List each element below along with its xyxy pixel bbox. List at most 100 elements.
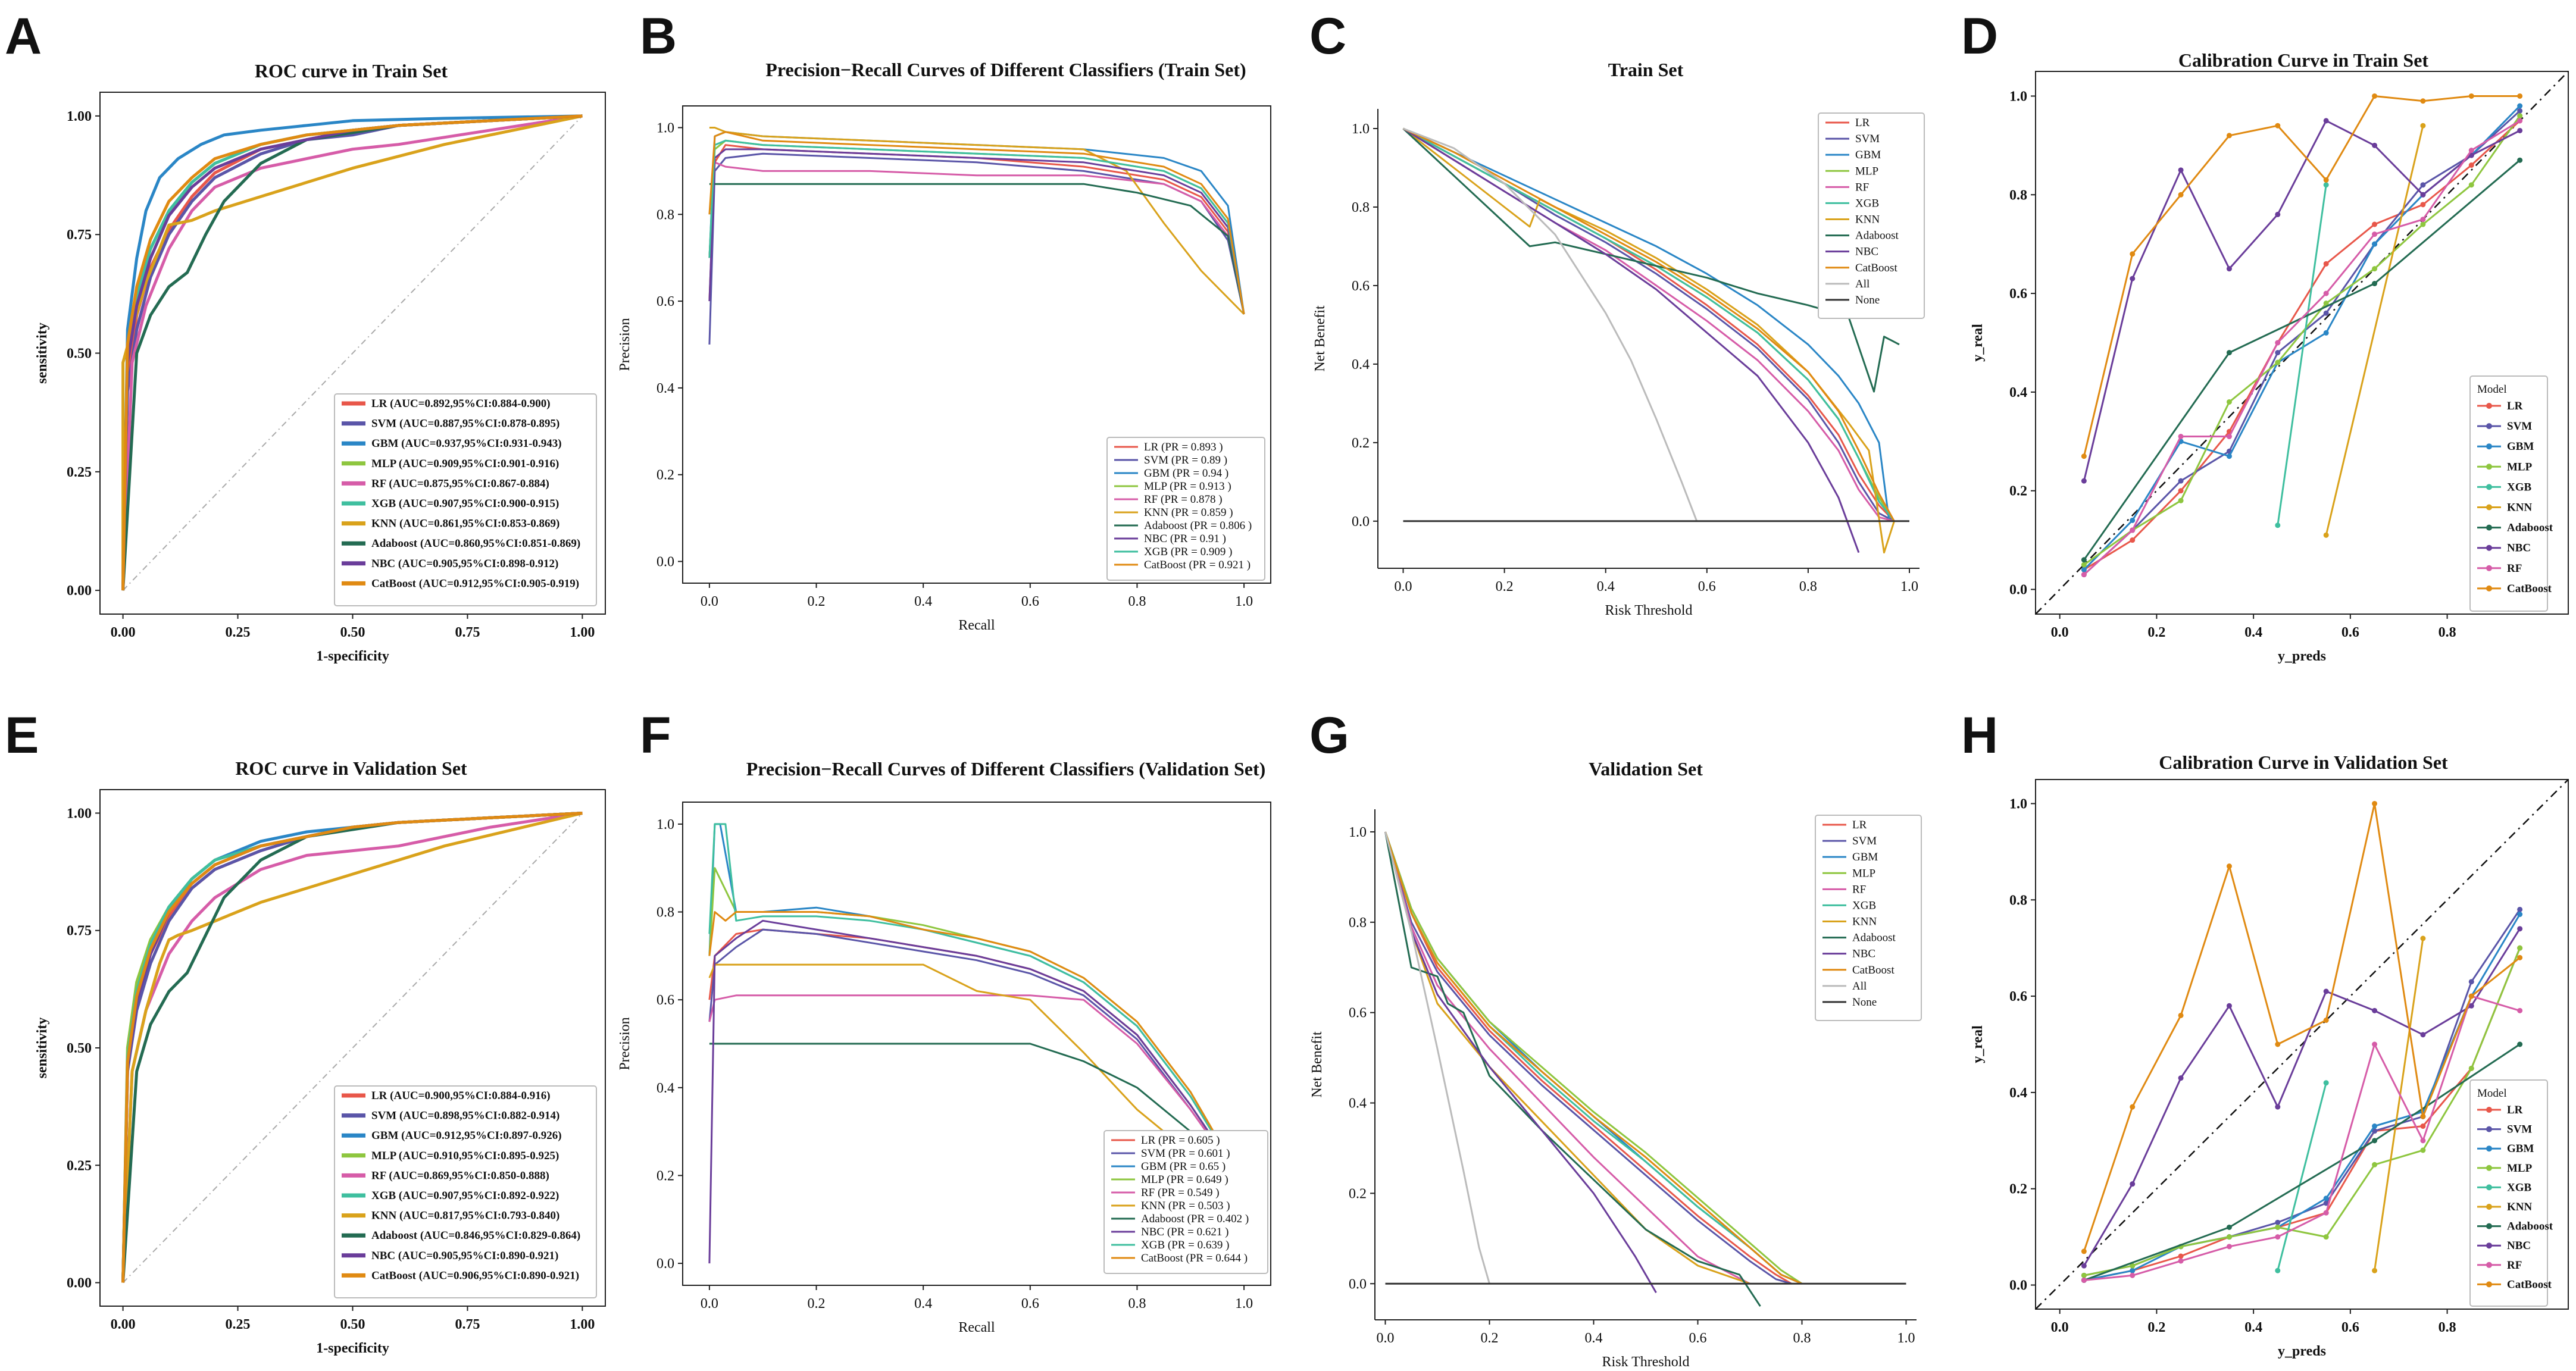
- legend-marker: [2486, 524, 2492, 531]
- y-tick-label: 1.0: [2009, 796, 2027, 812]
- point-nbc: [2226, 1003, 2232, 1009]
- point-nbc: [2517, 127, 2523, 133]
- legend-entry: Adaboost (PR = 0.402 ): [1141, 1213, 1249, 1225]
- legend-entry: RF (PR = 0.549 ): [1141, 1187, 1220, 1199]
- point-mlp: [2372, 266, 2378, 272]
- x-tick-label: 1.00: [570, 625, 595, 640]
- legend-entry: MLP (PR = 0.913 ): [1144, 480, 1231, 493]
- series-rf: [2084, 995, 2521, 1281]
- y-tick-label: 1.0: [656, 817, 674, 832]
- x-tick-label: 0.6: [1689, 1331, 1707, 1346]
- series-knn: [2325, 125, 2424, 536]
- series-gbm: [1384, 831, 1803, 1285]
- legend-box: [2469, 1079, 2548, 1307]
- chance-line: [122, 812, 583, 1284]
- legend-box: [334, 1085, 597, 1298]
- point-knn: [2323, 532, 2329, 538]
- point-nbc: [2130, 1181, 2136, 1187]
- chance-line: [122, 115, 583, 591]
- point-nbc: [2323, 118, 2329, 124]
- x-tick-label: 0.6: [1698, 579, 1716, 594]
- panel-letter: F: [640, 707, 671, 764]
- legend-entry: SVM: [1852, 835, 1877, 847]
- legend-entry: KNN: [1852, 916, 1877, 928]
- point-catboost: [2420, 98, 2426, 104]
- point-rf: [2226, 434, 2232, 440]
- point-lr: [2420, 202, 2426, 208]
- y-tick-label: 0.2: [1349, 1186, 1367, 1201]
- legend-entry: NBC: [1855, 246, 1878, 258]
- panel-letter: A: [5, 8, 42, 65]
- series-xgb: [708, 139, 1245, 315]
- series-adaboost: [709, 1043, 1245, 1185]
- legend-entry: LR (AUC=0.892,95%CI:0.884-0.900): [371, 397, 551, 410]
- point-mlp: [2081, 562, 2087, 568]
- point-mlp: [2323, 1234, 2329, 1240]
- x-tick-label: 1.0: [1235, 594, 1253, 609]
- legend-entry: SVM: [2507, 420, 2532, 433]
- x-axis-label: Risk Threshold: [1602, 1354, 1690, 1370]
- series-catboost: [2083, 95, 2520, 457]
- legend-entry: RF: [2507, 562, 2522, 575]
- panel-letter: G: [1309, 707, 1349, 764]
- x-tick-label: 0.0: [2051, 625, 2069, 640]
- series-knn: [1402, 127, 1895, 554]
- legend: LR (PR = 0.605 )SVM (PR = 0.601 )GBM (PR…: [1103, 1130, 1268, 1274]
- point-catboost: [2081, 1248, 2087, 1254]
- y-axis-label: sensitivity: [35, 1018, 50, 1079]
- legend-entry: KNN (AUC=0.817,95%CI:0.793-0.840): [371, 1210, 559, 1222]
- y-axis-label: Precision: [617, 1017, 633, 1070]
- point-rf: [2517, 1007, 2523, 1013]
- series-rf: [1384, 831, 1750, 1285]
- point-gbm: [2517, 103, 2523, 109]
- perfect-calibration-line: [2035, 71, 2569, 615]
- y-tick-label: 0.25: [67, 465, 92, 480]
- point-rf: [2130, 527, 2136, 533]
- x-tick-label: 0.2: [2147, 1320, 2165, 1335]
- point-catboost: [2130, 1104, 2136, 1110]
- chart-title: Validation Set: [1589, 758, 1703, 780]
- series-nbc: [708, 148, 1245, 315]
- point-xgb: [2275, 522, 2281, 528]
- series-rf: [708, 994, 1245, 1185]
- legend-marker: [2486, 1126, 2492, 1132]
- legend-entry: RF (AUC=0.875,95%CI:0.867-0.884): [371, 477, 549, 490]
- legend-entry: Adaboost (AUC=0.846,95%CI:0.829-0.864): [371, 1229, 580, 1242]
- x-tick-label: 1.00: [570, 1317, 595, 1332]
- point-adaboost: [2226, 1224, 2232, 1230]
- point-nbc: [2468, 1003, 2474, 1009]
- series-mlp: [1384, 831, 1803, 1285]
- point-nbc: [2420, 192, 2426, 198]
- y-tick-label: 0.8: [1352, 200, 1370, 215]
- panel-e: E ROC curve in Validation Set 0.00 0.25 0.50…: [5, 707, 606, 1356]
- point-catboost: [2420, 1113, 2426, 1119]
- chart-title: Precision−Recall Curves of Different Cla…: [746, 758, 1266, 780]
- point-rf: [2517, 118, 2523, 124]
- legend-entry: LR: [2507, 400, 2523, 412]
- series-mlp: [2083, 115, 2521, 566]
- y-axis-label: Net Benefit: [1309, 1031, 1325, 1098]
- legend-marker: [2486, 443, 2492, 450]
- point-rf: [2420, 217, 2426, 223]
- chart-title: ROC curve in Validation Set: [235, 758, 467, 779]
- legend-entry: KNN (PR = 0.859 ): [1144, 506, 1233, 519]
- series-xgb: [2277, 184, 2327, 526]
- point-catboost: [2130, 251, 2136, 257]
- panel-d: D Calibration Curve in Train Set 0.0 0.2 0.4…: [1961, 8, 2569, 664]
- legend: LR SVM GBM MLP RF XGB KNN Adaboost NBC CatBoost Al…: [1815, 815, 1922, 1021]
- point-knn: [2420, 123, 2426, 129]
- point-catboost: [2226, 863, 2232, 869]
- legend-entry: All: [1855, 278, 1870, 290]
- point-adaboost: [2081, 557, 2087, 563]
- y-tick-label: 0.0: [1349, 1276, 1367, 1292]
- x-tick-label: 0.8: [1128, 594, 1146, 609]
- y-tick-label: 0.8: [656, 905, 674, 921]
- point-nbc: [2420, 1032, 2426, 1038]
- legend-entry: Adaboost: [1852, 932, 1896, 944]
- series-rf: [121, 114, 583, 591]
- legend-entry: SVM (PR = 0.89 ): [1144, 454, 1227, 467]
- x-tick-label: 1.0: [1897, 1331, 1915, 1346]
- y-tick-label: 0.2: [656, 468, 674, 483]
- point-lr: [2468, 162, 2474, 168]
